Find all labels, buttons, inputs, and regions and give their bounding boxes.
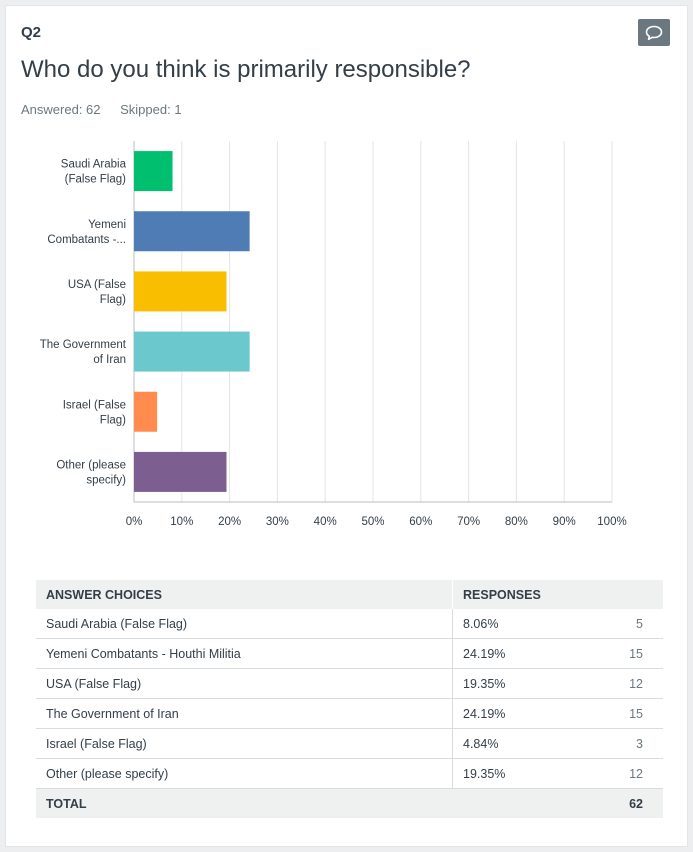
row-count: 3 xyxy=(573,728,663,759)
results-table: ANSWER CHOICES RESPONSES Saudi Arabia (F… xyxy=(36,580,663,818)
row-percent: 4.84% xyxy=(452,728,573,759)
bar xyxy=(134,151,173,192)
category-label: The Government xyxy=(40,339,127,351)
row-choice: Israel (False Flag) xyxy=(36,728,453,759)
row-choice: Other (please specify) xyxy=(36,758,453,789)
category-label: Flag) xyxy=(100,294,126,306)
row-choice: Saudi Arabia (False Flag) xyxy=(36,609,453,639)
total-spacer xyxy=(452,788,573,818)
answer-choices-header: ANSWER CHOICES xyxy=(36,580,453,609)
category-label: of Iran xyxy=(93,354,126,366)
response-stats: Answered: 62 Skipped: 1 xyxy=(21,102,198,117)
category-label: Saudi Arabia xyxy=(61,159,127,171)
row-choice: USA (False Flag) xyxy=(36,668,453,699)
x-tick-label: 10% xyxy=(170,516,193,528)
x-tick-label: 90% xyxy=(553,516,576,528)
question-number: Q2 xyxy=(21,24,42,41)
row-percent: 19.35% xyxy=(452,758,573,789)
category-label: Combatants -... xyxy=(47,234,126,246)
row-choice: Yemeni Combatants - Houthi Militia xyxy=(36,638,453,669)
table-row: The Government of Iran 24.19% 15 xyxy=(36,698,663,729)
table-row: Yemeni Combatants - Houthi Militia 24.19… xyxy=(36,638,663,669)
table-row: Other (please specify) 19.35% 12 xyxy=(36,758,663,789)
question-title: Who do you think is primarily responsibl… xyxy=(21,56,471,83)
total-count: 62 xyxy=(573,788,663,818)
row-percent: 19.35% xyxy=(452,668,573,699)
row-count: 12 xyxy=(573,758,663,789)
bar xyxy=(134,331,250,372)
bar xyxy=(134,451,227,492)
skipped-count: Skipped: 1 xyxy=(120,102,182,117)
table-row: Israel (False Flag) 4.84% 3 xyxy=(36,728,663,759)
row-percent: 8.06% xyxy=(452,609,573,639)
row-count: 15 xyxy=(573,698,663,729)
table-header-row: ANSWER CHOICES RESPONSES xyxy=(36,580,663,609)
row-percent: 24.19% xyxy=(452,698,573,729)
bar xyxy=(134,211,250,252)
row-count: 5 xyxy=(573,609,663,639)
bar xyxy=(134,391,158,432)
row-percent: 24.19% xyxy=(452,638,573,669)
question-card: Q2 Who do you think is primarily respons… xyxy=(5,5,688,847)
total-label: TOTAL xyxy=(36,788,453,818)
category-label: Yemeni xyxy=(88,219,126,231)
x-tick-label: 100% xyxy=(597,516,626,528)
comment-button[interactable] xyxy=(638,19,670,46)
x-tick-label: 30% xyxy=(266,516,289,528)
x-tick-label: 80% xyxy=(505,516,528,528)
row-count: 15 xyxy=(573,638,663,669)
bar-chart: 0% 10% 20% 30% 40% 50% 60% 70% 80% 90% 100% Saudi A… xyxy=(40,141,627,528)
bar xyxy=(134,271,227,312)
category-label: USA (False xyxy=(68,279,126,291)
table-row: Saudi Arabia (False Flag) 8.06% 5 xyxy=(36,609,663,639)
comment-icon xyxy=(645,25,663,40)
x-tick-label: 20% xyxy=(218,516,241,528)
x-tick-label: 60% xyxy=(409,516,432,528)
x-tick-label: 0% xyxy=(126,516,143,528)
category-label: specify) xyxy=(86,474,126,486)
row-count: 12 xyxy=(573,668,663,699)
category-label: Israel (False xyxy=(63,399,126,411)
category-label: Flag) xyxy=(100,414,126,426)
row-choice: The Government of Iran xyxy=(36,698,453,729)
x-tick-label: 40% xyxy=(314,516,337,528)
total-row: TOTAL 62 xyxy=(36,788,663,818)
category-label: (False Flag) xyxy=(65,174,127,186)
x-tick-label: 50% xyxy=(361,516,384,528)
responses-header: RESPONSES xyxy=(452,580,663,609)
answered-count: Answered: 62 xyxy=(21,102,101,117)
x-tick-label: 70% xyxy=(457,516,480,528)
table-row: USA (False Flag) 19.35% 12 xyxy=(36,668,663,699)
category-label: Other (please xyxy=(56,459,126,471)
